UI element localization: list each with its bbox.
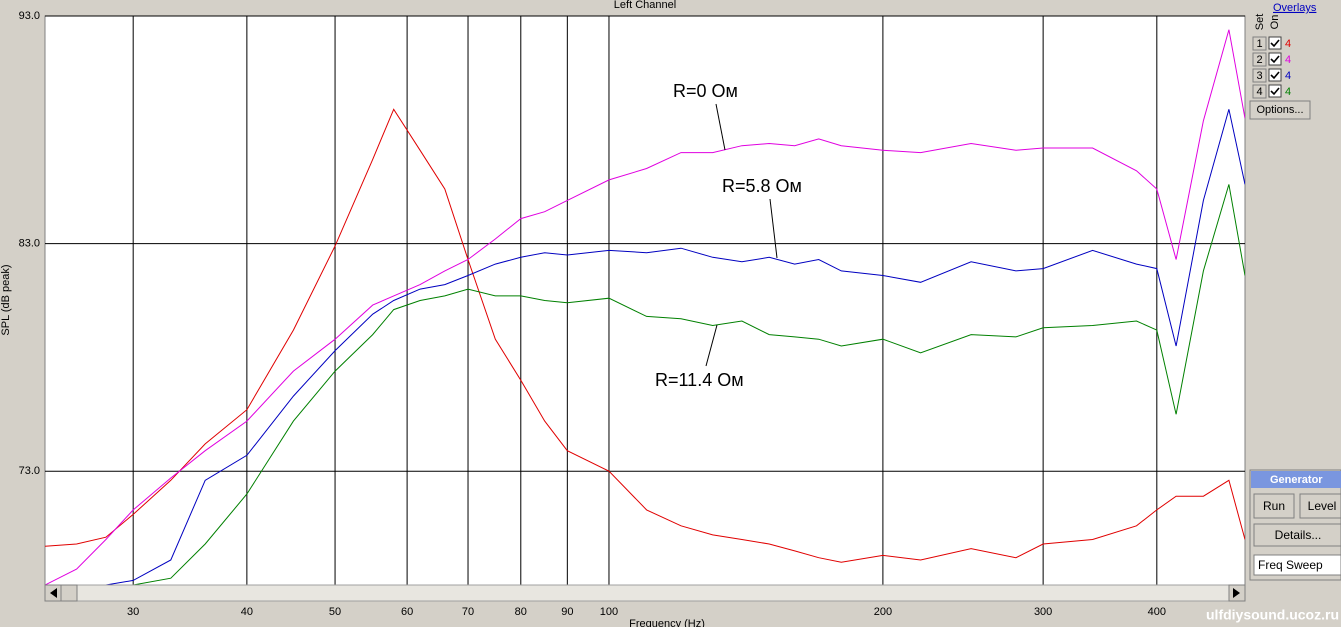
x-tick-label: 30 xyxy=(127,606,139,618)
overlay-checkbox[interactable] xyxy=(1268,52,1282,66)
x-tick-label: 70 xyxy=(462,606,474,618)
overlay-count: 4 xyxy=(1285,38,1291,50)
plot-area xyxy=(44,15,1246,586)
legend-label: 4 xyxy=(1256,86,1262,98)
overlay-checkbox[interactable] xyxy=(1268,68,1282,82)
x-tick-label: 40 xyxy=(241,606,253,618)
overlay-count: 4 xyxy=(1285,86,1291,98)
annotation: R=5.8 Ом xyxy=(722,176,802,196)
x-tick-label: 100 xyxy=(600,606,618,618)
run-label: Run xyxy=(1263,499,1285,513)
mode-label: Freq Sweep xyxy=(1258,558,1323,572)
x-tick-label: 90 xyxy=(561,606,573,618)
y-axis-label: SPL (dB peak) xyxy=(0,264,12,335)
checkmark xyxy=(1270,87,1280,96)
level-button[interactable] xyxy=(1299,493,1341,519)
overlay-count: 4 xyxy=(1285,70,1291,82)
legend-label: 2 xyxy=(1256,54,1262,66)
overlays-title[interactable]: Overlays xyxy=(1273,2,1317,14)
annotation: R=0 Ом xyxy=(673,81,738,101)
grid xyxy=(45,15,1245,585)
checkmark xyxy=(1270,71,1280,80)
leader-line xyxy=(769,198,778,259)
x-tick-label: 50 xyxy=(329,606,341,618)
series-line xyxy=(45,109,1245,585)
details-button[interactable] xyxy=(1253,523,1341,547)
series-line xyxy=(45,108,1245,563)
run-button[interactable] xyxy=(1253,493,1295,519)
legend-label: 1 xyxy=(1256,38,1262,50)
x-axis-label: Frequency (Hz) xyxy=(629,618,705,627)
y-tick-label: 93.0 xyxy=(19,10,40,22)
scroll-thumb[interactable] xyxy=(60,584,78,602)
leader-line xyxy=(715,103,726,151)
x-tick-label: 300 xyxy=(1034,606,1052,618)
overlay-checkbox[interactable] xyxy=(1268,36,1282,50)
leader-line xyxy=(705,324,718,367)
checkmark xyxy=(1270,39,1280,48)
overlay-list: 1 4 2 4 3 4 4 4 xyxy=(1252,36,1291,99)
x-tick-label: 200 xyxy=(874,606,892,618)
y-tick-label: 73.0 xyxy=(19,465,40,477)
options-label: Options... xyxy=(1256,104,1303,116)
x-tick-label: 60 xyxy=(401,606,413,618)
series-line xyxy=(45,29,1245,585)
level-label: Level xyxy=(1308,499,1337,513)
y-tick-label: 83.0 xyxy=(19,238,40,250)
chart-title: Left Channel xyxy=(614,0,676,11)
set-button[interactable] xyxy=(1252,52,1267,67)
set-header: Set xyxy=(1254,14,1266,31)
details-label: Details... xyxy=(1275,528,1322,542)
annotation: R=11.4 Ом xyxy=(655,370,744,390)
arrow-left xyxy=(50,588,57,598)
set-button[interactable] xyxy=(1252,36,1267,51)
legend-label: 3 xyxy=(1256,70,1262,82)
arrow-right xyxy=(1233,588,1240,598)
scrollbar[interactable] xyxy=(44,584,1246,602)
overlay-count: 4 xyxy=(1285,54,1291,66)
overlay-checkbox[interactable] xyxy=(1268,84,1282,98)
checkmark xyxy=(1270,55,1280,64)
generator-titlebar xyxy=(1251,471,1341,488)
lines xyxy=(45,29,1245,585)
x-tick-label: 400 xyxy=(1148,606,1166,618)
watermark: ulfdiysound.ucoz.ru xyxy=(1206,607,1339,623)
mode-select[interactable] xyxy=(1253,554,1341,576)
options-button[interactable] xyxy=(1249,100,1311,120)
set-button[interactable] xyxy=(1252,84,1267,99)
set-button[interactable] xyxy=(1252,68,1267,83)
x-tick-label: 80 xyxy=(515,606,527,618)
on-header: On xyxy=(1269,15,1281,30)
series-line xyxy=(45,184,1245,585)
generator-title: Generator xyxy=(1270,474,1323,486)
